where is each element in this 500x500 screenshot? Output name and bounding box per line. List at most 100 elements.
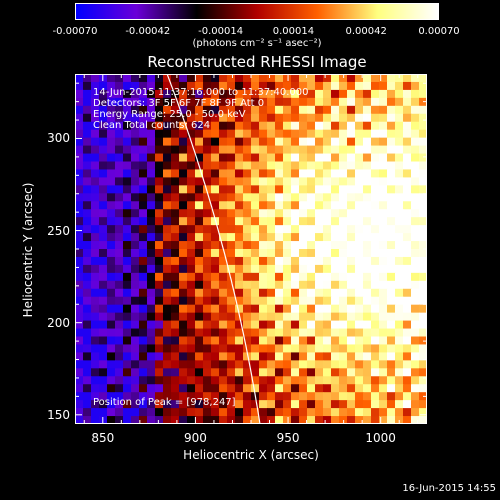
heatmap-cell xyxy=(267,376,276,385)
heatmap-cell xyxy=(363,344,372,353)
heatmap-cell xyxy=(155,400,164,409)
heatmap-cell xyxy=(251,225,260,234)
heatmap-cell xyxy=(283,304,292,314)
heatmap-cell xyxy=(219,312,228,322)
heatmap-cell xyxy=(331,256,340,266)
heatmap-cell xyxy=(411,376,420,385)
heatmap-cell xyxy=(107,97,116,107)
heatmap-cell xyxy=(203,201,212,210)
heatmap-cell xyxy=(227,376,236,385)
heatmap-cell xyxy=(299,336,308,346)
heatmap-cell xyxy=(99,169,108,178)
heatmap-cell xyxy=(363,360,372,369)
heatmap-cell xyxy=(243,105,252,115)
heatmap-cell xyxy=(363,129,372,139)
heatmap-cell xyxy=(99,161,108,171)
heatmap-cell xyxy=(347,328,356,338)
heatmap-cell xyxy=(195,193,204,202)
heatmap-cell xyxy=(163,249,172,258)
heatmap-cell xyxy=(131,217,140,226)
heatmap-cell xyxy=(75,352,84,361)
heatmap-cell xyxy=(275,113,284,123)
heatmap-cell xyxy=(203,153,212,163)
heatmap-cell xyxy=(387,368,396,377)
heatmap-cell xyxy=(115,368,124,377)
heatmap-cell xyxy=(163,280,172,290)
heatmap-cell xyxy=(267,296,276,306)
heatmap-cell xyxy=(123,129,132,139)
heatmap-cell xyxy=(379,360,388,369)
heatmap-cell xyxy=(171,416,180,424)
heatmap-cell xyxy=(275,217,284,226)
heatmap-cell xyxy=(323,137,332,147)
heatmap-cell xyxy=(187,185,196,194)
heatmap-cell xyxy=(147,225,156,234)
heatmap-cell xyxy=(235,177,244,186)
heatmap-cell xyxy=(147,74,156,83)
heatmap-cell xyxy=(355,105,364,115)
heatmap-cell xyxy=(75,368,84,377)
heatmap-cell xyxy=(323,280,332,290)
heatmap-cell xyxy=(115,280,124,290)
heatmap-cell xyxy=(411,97,420,107)
heatmap-cell xyxy=(323,153,332,163)
heatmap-cell xyxy=(355,201,364,210)
heatmap-cell xyxy=(171,129,180,139)
heatmap-cell xyxy=(323,360,332,369)
heatmap-cell xyxy=(363,145,372,155)
heatmap-cell xyxy=(211,249,220,258)
heatmap-cell xyxy=(211,280,220,290)
heatmap-cell xyxy=(243,225,252,234)
heatmap-cell xyxy=(267,153,276,163)
heatmap-cell xyxy=(379,105,388,115)
heatmap-cell xyxy=(307,161,316,171)
heatmap-cell xyxy=(219,193,228,202)
heatmap-cell xyxy=(147,376,156,385)
heatmap-cell xyxy=(275,249,284,258)
heatmap-cell xyxy=(179,89,188,99)
heatmap-cell xyxy=(403,384,412,393)
heatmap-cell xyxy=(147,161,156,171)
heatmap-cell xyxy=(211,256,220,266)
heatmap-cell xyxy=(411,121,420,131)
heatmap-cell xyxy=(331,137,340,147)
heatmap-cell xyxy=(131,352,140,361)
heatmap-cell xyxy=(395,225,404,234)
heatmap-cell xyxy=(179,320,188,330)
heatmap-cell xyxy=(91,312,100,322)
heatmap-cell xyxy=(99,352,108,361)
x-tick-label: 1000 xyxy=(365,431,396,445)
heatmap-cell xyxy=(283,137,292,147)
heatmap-cell xyxy=(195,264,204,274)
heatmap-cell xyxy=(403,97,412,107)
heatmap-cell xyxy=(131,97,140,107)
heatmap-cell xyxy=(387,272,396,282)
heatmap-cell xyxy=(291,256,300,266)
heatmap-cell xyxy=(307,408,316,417)
heatmap-cell xyxy=(403,81,412,91)
heatmap-cell xyxy=(371,201,380,210)
heatmap-cell xyxy=(179,225,188,234)
heatmap-cell xyxy=(267,137,276,147)
heatmap-cell xyxy=(283,328,292,338)
heatmap-cell xyxy=(235,233,244,242)
heatmap-cell xyxy=(171,169,180,178)
heatmap-cell xyxy=(403,185,412,194)
heatmap-cell xyxy=(347,408,356,417)
heatmap-cell xyxy=(219,113,228,123)
heatmap-cell xyxy=(83,264,92,274)
heatmap-cell xyxy=(163,241,172,250)
heatmap-cell xyxy=(307,256,316,266)
heatmap-cell xyxy=(291,296,300,306)
heatmap-cell xyxy=(315,408,324,417)
heatmap-cell xyxy=(99,217,108,226)
heatmap-cell xyxy=(91,384,100,393)
heatmap-cell xyxy=(387,304,396,314)
heatmap-cell xyxy=(75,201,84,210)
heatmap-cell xyxy=(83,81,92,91)
heatmap-cell xyxy=(379,288,388,298)
heatmap-cell xyxy=(139,137,148,147)
heatmap-cell xyxy=(299,105,308,115)
heatmap-cell xyxy=(115,81,124,91)
heatmap-cell xyxy=(187,145,196,155)
